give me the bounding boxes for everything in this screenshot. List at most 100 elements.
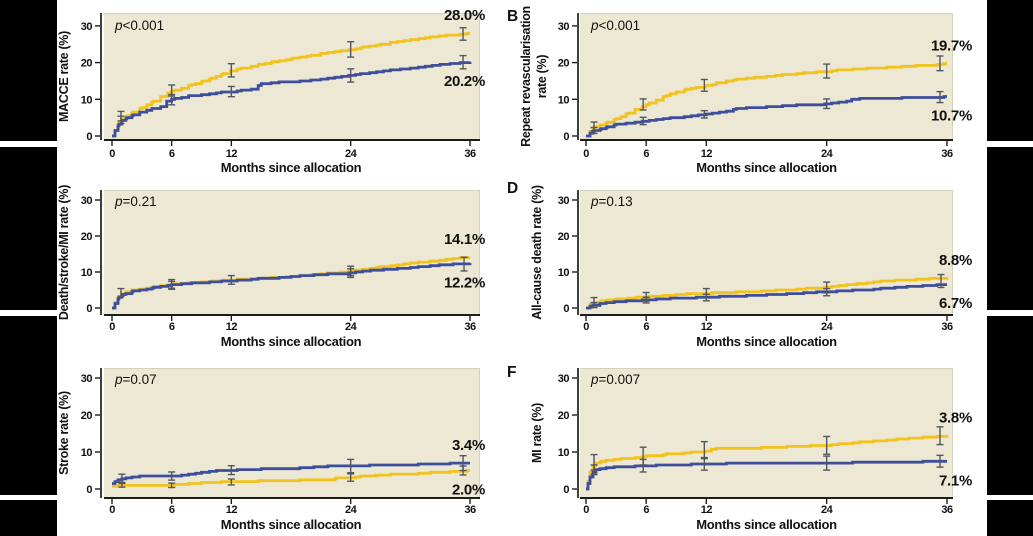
x-tick-label: 24 [345,321,358,333]
plot-edge [104,190,480,315]
x-tick-label: 36 [464,148,476,160]
plot-edge [580,190,953,315]
y-tick-label: 20 [558,231,570,243]
y-tick-label: 0 [86,131,92,143]
curve-blue [586,459,947,491]
p-value-label: p=0.21 [114,194,157,209]
x-tick-label: 24 [821,148,834,160]
end-label: 14.1% [444,231,485,248]
end-label: 3.8% [939,410,972,427]
x-tick-label: 24 [821,321,834,333]
end-label: 2.0% [452,482,485,499]
curve-blue [112,61,472,138]
x-tick-label: 0 [583,148,589,160]
x-axis-title: Months since allocation [696,517,837,532]
plot-edge [580,13,953,140]
x-tick-label: 24 [821,504,834,516]
y-tick-label: 30 [558,373,570,385]
curve-yellow [112,469,470,488]
y-axis-title: Death/stroke/MI rate (%) [57,185,71,320]
y-tick-label: 30 [81,195,93,207]
x-tick-label: 6 [643,504,649,516]
x-tick-label: 36 [941,321,953,333]
x-tick-label: 36 [941,504,953,516]
x-axis-title: Months since allocation [221,160,362,175]
x-tick-label: 36 [464,504,476,516]
y-tick-label: 20 [81,410,93,422]
y-tick-label: 10 [558,447,570,459]
letterbox-left-segment [0,500,57,536]
curve-yellow [112,31,470,138]
curve-blue [112,461,470,485]
end-label: 20.2% [444,73,485,90]
x-tick-label: 0 [583,321,589,333]
panel-letter: F [507,364,516,381]
y-axis-title: rate (%) [535,55,549,99]
plot-edge [580,368,953,498]
x-tick-label: 12 [701,148,713,160]
y-tick-label: 10 [558,267,570,279]
y-tick-label: 30 [81,21,93,33]
end-label: 19.7% [931,38,972,55]
chart-panel-macce: 0 10 20 30 0 6 12 24 36 p<0.001 MACCE rate (%) Mont… [57,7,485,175]
y-axis-title: MI rate (%) [530,403,544,463]
plot-edge [104,13,480,140]
x-tick-label: 36 [464,321,476,333]
plot-edge [104,368,480,498]
letterbox-right-segment [987,316,1033,495]
x-tick-label: 24 [345,504,358,516]
curve-yellow [586,62,947,138]
y-tick-label: 0 [563,484,569,496]
y-axis-title: Repeat revascularisation [519,6,533,147]
plot-area [104,368,480,498]
y-axis-title: MACCE rate (%) [57,31,71,122]
panel-letter: D [507,180,518,197]
y-tick-label: 20 [558,410,570,422]
plot-area [104,13,480,140]
p-value-label: p=0.13 [590,194,633,209]
x-tick-label: 12 [226,148,238,160]
y-tick-label: 20 [81,231,93,243]
end-label: 7.1% [939,472,972,489]
y-tick-label: 30 [558,195,570,207]
chart-panel-death-stroke-mi: 0 10 20 30 0 6 12 24 36 p=0.21 Death/stroke/MI rat… [57,185,485,349]
y-axis-title: All-cause death rate (%) [530,185,544,320]
chart-panel-all-cause-death: 0 10 20 30 0 6 12 24 36 p=0.13 All-cause death rat… [507,180,972,349]
chart-panel-mi: 0 10 20 30 0 6 12 24 36 p=0.007 MI rate (%) Months … [507,364,972,532]
x-axis-title: Months since allocation [221,517,362,532]
p-value-label: p=0.007 [590,372,640,387]
letterbox-right-segment [987,500,1033,536]
x-tick-label: 6 [643,148,649,160]
plot-area [580,368,953,498]
curve-blue [586,283,947,310]
x-tick-label: 6 [643,321,649,333]
y-tick-label: 0 [563,303,569,315]
end-label: 6.7% [939,295,972,312]
y-tick-label: 10 [558,94,570,106]
x-tick-label: 0 [109,148,115,160]
x-tick-label: 6 [169,321,175,333]
x-tick-label: 24 [345,148,358,160]
x-tick-label: 36 [941,148,953,160]
letterbox-right-segment [987,147,1033,310]
curve-blue [586,95,947,138]
y-tick-label: 30 [81,373,93,385]
y-tick-label: 20 [81,58,93,70]
x-tick-label: 12 [226,504,238,516]
y-axis-title: Stroke rate (%) [57,391,71,475]
y-tick-label: 10 [81,94,93,106]
curve-yellow [586,434,949,491]
x-tick-label: 0 [583,504,589,516]
y-tick-label: 30 [558,21,570,33]
letterbox-left-segment [0,147,57,310]
end-label: 12.2% [444,274,485,291]
x-tick-label: 0 [109,504,115,516]
end-label: 28.0% [444,7,485,24]
end-label: 10.7% [931,108,972,125]
y-tick-label: 0 [563,131,569,143]
chart-panel-repeat-revascularisation: 0 10 20 30 0 6 12 24 36 p<0.001 Repeat revasculari… [507,6,972,175]
curve-yellow [586,276,949,310]
x-axis-title: Months since allocation [696,160,837,175]
x-tick-label: 6 [169,504,175,516]
